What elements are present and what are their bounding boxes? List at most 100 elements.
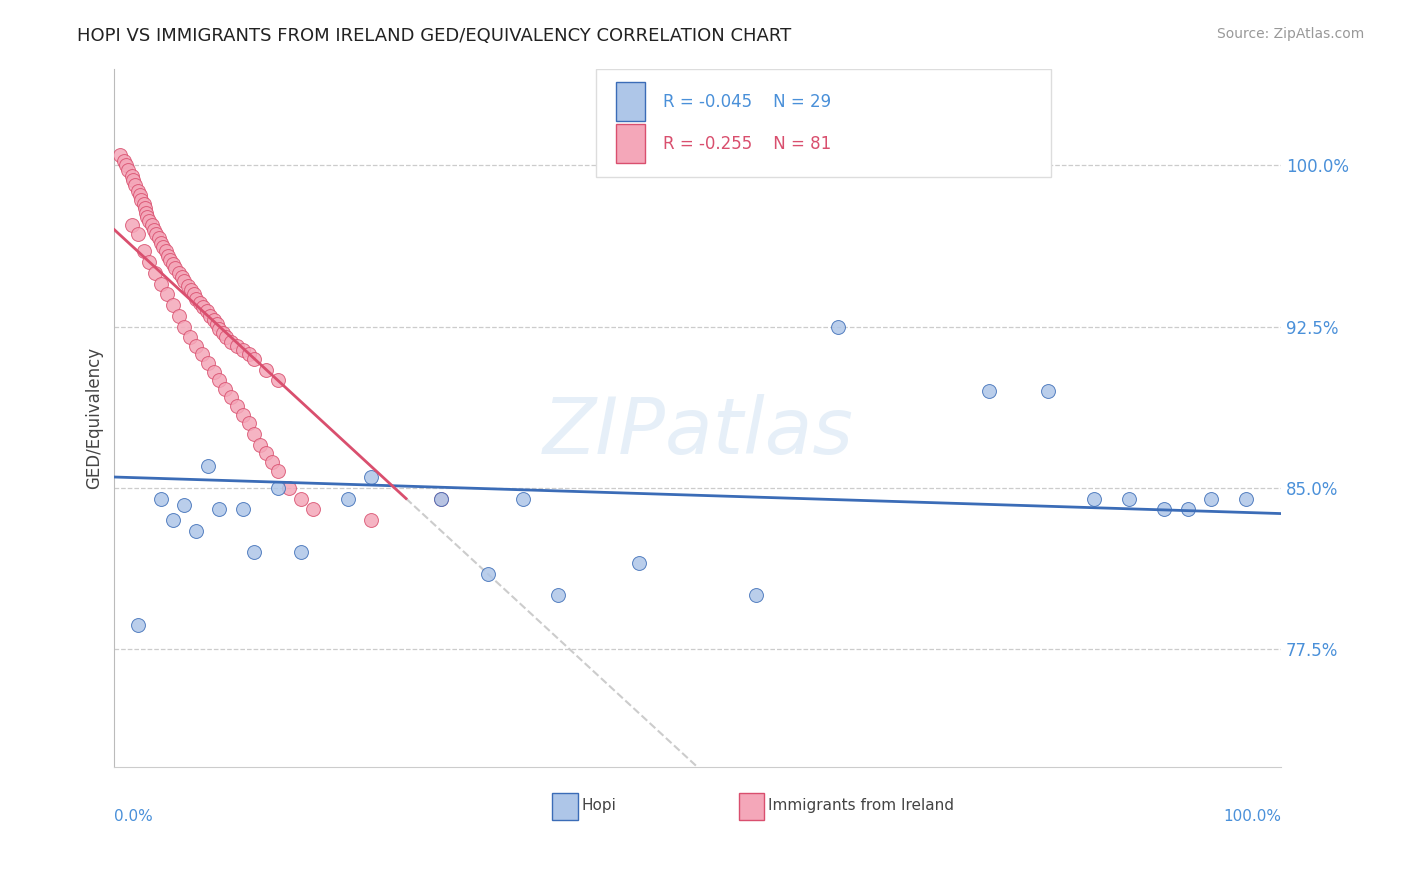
Point (143, 266, 166, 280)
Point (124, 178, 146, 192)
Point (198, 309, 221, 323)
Point (184, 524, 207, 538)
Point (195, 304, 218, 318)
Point (249, 438, 271, 452)
Point (1234, 491, 1257, 506)
Point (170, 270, 193, 285)
Point (225, 399, 247, 413)
Y-axis label: GED/Equivalency: GED/Equivalency (86, 347, 103, 489)
Bar (616, 82, 645, 121)
Point (127, 184, 149, 198)
Point (184, 339, 207, 353)
Point (430, 491, 453, 506)
Point (360, 470, 382, 484)
Point (191, 347, 214, 361)
Point (212, 326, 235, 340)
Point (360, 513, 382, 527)
Point (205, 318, 228, 332)
Point (278, 481, 301, 495)
Point (143, 223, 166, 237)
Point (827, 319, 849, 334)
Point (512, 491, 534, 506)
Point (254, 362, 277, 376)
Point (132, 197, 155, 211)
Point (162, 257, 184, 271)
Bar (738, 793, 765, 820)
Point (1036, 384, 1059, 398)
Point (162, 298, 184, 312)
Text: R = -0.255    N = 81: R = -0.255 N = 81 (662, 135, 831, 153)
Point (129, 193, 152, 207)
Point (243, 545, 266, 559)
Point (167, 266, 190, 280)
Text: Hopi: Hopi (581, 798, 616, 814)
Point (232, 408, 254, 422)
Point (1270, 771, 1292, 785)
Point (156, 287, 179, 301)
Point (477, 566, 499, 581)
Point (141, 219, 163, 233)
Text: HOPI VS IMMIGRANTS FROM IRELAND GED/EQUIVALENCY CORRELATION CHART: HOPI VS IMMIGRANTS FROM IRELAND GED/EQUI… (77, 27, 792, 45)
Point (191, 300, 214, 314)
FancyBboxPatch shape (596, 69, 1052, 177)
Point (148, 231, 170, 245)
Point (219, 334, 242, 349)
Point (243, 427, 266, 442)
Point (290, 545, 312, 559)
Point (155, 244, 177, 259)
Point (150, 491, 173, 506)
Text: R = -0.045    N = 29: R = -0.045 N = 29 (662, 93, 831, 111)
Point (132, 244, 155, 259)
Point (138, 255, 160, 269)
Point (267, 464, 290, 478)
Point (1118, 491, 1140, 506)
Bar (616, 124, 645, 163)
Point (127, 618, 149, 632)
Point (177, 278, 200, 293)
Point (232, 343, 254, 358)
Point (150, 277, 173, 291)
Text: Immigrants from Ireland: Immigrants from Ireland (768, 798, 953, 814)
Point (1177, 502, 1199, 516)
Point (628, 556, 651, 570)
Point (225, 339, 247, 353)
Point (157, 249, 180, 263)
Point (179, 330, 201, 344)
Point (152, 240, 174, 254)
Point (267, 481, 290, 495)
Point (336, 491, 359, 506)
Point (208, 502, 231, 516)
Point (188, 296, 211, 310)
Point (173, 274, 195, 288)
Point (1083, 491, 1105, 506)
Point (238, 347, 260, 361)
Point (202, 313, 225, 327)
Point (197, 459, 219, 474)
Point (208, 373, 231, 387)
Point (290, 491, 312, 506)
Text: ZIPatlas: ZIPatlas (543, 394, 853, 470)
Point (214, 382, 236, 396)
Point (121, 169, 143, 183)
Bar (553, 793, 578, 820)
Point (745, 588, 768, 602)
Point (219, 391, 242, 405)
Point (180, 283, 202, 297)
Point (135, 205, 157, 219)
Point (197, 356, 219, 370)
Point (183, 287, 205, 301)
Point (254, 446, 277, 460)
Point (112, 153, 135, 168)
Point (202, 365, 225, 379)
Point (547, 588, 569, 602)
Point (129, 188, 152, 202)
Text: 0.0%: 0.0% (114, 809, 153, 824)
Point (150, 235, 173, 250)
Point (110, 147, 132, 161)
Point (173, 319, 195, 334)
Text: Source: ZipAtlas.com: Source: ZipAtlas.com (1216, 27, 1364, 41)
Point (122, 173, 145, 187)
Point (1153, 502, 1175, 516)
Point (238, 417, 260, 431)
Point (115, 158, 138, 172)
